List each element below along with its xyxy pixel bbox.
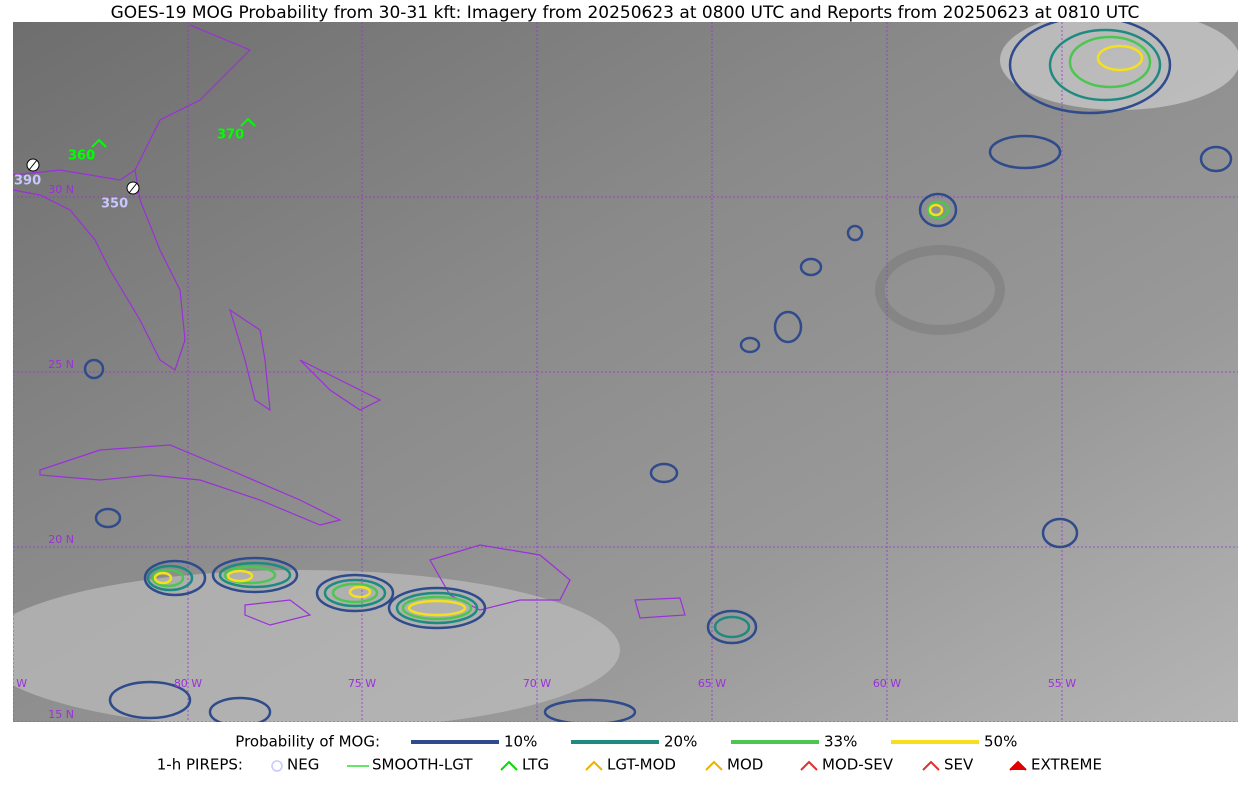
lat-label: 30 N	[48, 183, 74, 196]
mog-contours	[83, 22, 1233, 722]
pirep-level: 390	[14, 174, 41, 189]
lat-label: 15 N	[48, 708, 74, 721]
map: 390 360 370 350 30 N 25 N 20 N 15 N 85 W 80 W 75 …	[0, 22, 1238, 722]
contour-33	[151, 35, 1152, 621]
coastlines	[13, 24, 686, 626]
lon-label: 75 W	[348, 677, 376, 690]
legend: Probability of MOG: 10% 20% 33% 50% 1-h PIREP…	[157, 733, 1102, 774]
legend-level: 10%	[504, 733, 537, 751]
legend-level: 20%	[664, 733, 697, 751]
legend-level: 33%	[824, 733, 857, 751]
legend-symbol	[705, 760, 723, 771]
legend-symbol	[1009, 760, 1027, 771]
legend-pirep-type: NEG	[287, 756, 319, 774]
legend-pirep-type: SMOOTH-LGT	[372, 756, 473, 774]
contour-10	[83, 22, 1233, 722]
lon-label: 70 W	[523, 677, 551, 690]
lon-label: 80 W	[174, 677, 202, 690]
cloud	[13, 570, 620, 722]
legend-symbol	[271, 760, 283, 772]
lon-label: 55 W	[1048, 677, 1076, 690]
legend-symbol	[585, 760, 603, 771]
title: GOES-19 MOG Probability from 30-31 kft: …	[111, 3, 1140, 23]
pirep-level: 370	[217, 128, 244, 143]
legend-pirep-type: LGT-MOD	[607, 756, 676, 774]
pirep-level: 350	[101, 197, 128, 212]
lon-label: 60 W	[873, 677, 901, 690]
legend-pireps-label: 1-h PIREPS:	[157, 756, 243, 774]
legend-symbol	[922, 760, 940, 771]
legend-symbol	[500, 760, 518, 771]
legend-pirep-type: LTG	[522, 756, 549, 774]
legend-symbol	[800, 760, 818, 771]
contour-50	[153, 44, 1144, 617]
lon-label: 85 W	[0, 677, 27, 690]
contour-20	[146, 28, 1162, 639]
pirep-level: 360	[68, 149, 95, 164]
lat-label: 25 N	[48, 358, 74, 371]
pirep-labels: 390 360 370 350	[14, 128, 244, 212]
pirep-symbols	[26, 117, 256, 195]
legend-pirep-type: MOD	[727, 756, 763, 774]
legend-pirep-type: MOD-SEV	[822, 756, 894, 774]
cloud	[1000, 22, 1238, 110]
legend-pirep-type: SEV	[944, 756, 974, 774]
legend-pirep-type: EXTREME	[1031, 756, 1102, 774]
cloud-swirl	[875, 245, 1005, 335]
lat-label: 20 N	[48, 533, 74, 546]
graticule	[13, 22, 1238, 722]
legend-probability-label: Probability of MOG:	[235, 733, 380, 751]
lon-label: 65 W	[698, 677, 726, 690]
legend-level: 50%	[984, 733, 1017, 751]
